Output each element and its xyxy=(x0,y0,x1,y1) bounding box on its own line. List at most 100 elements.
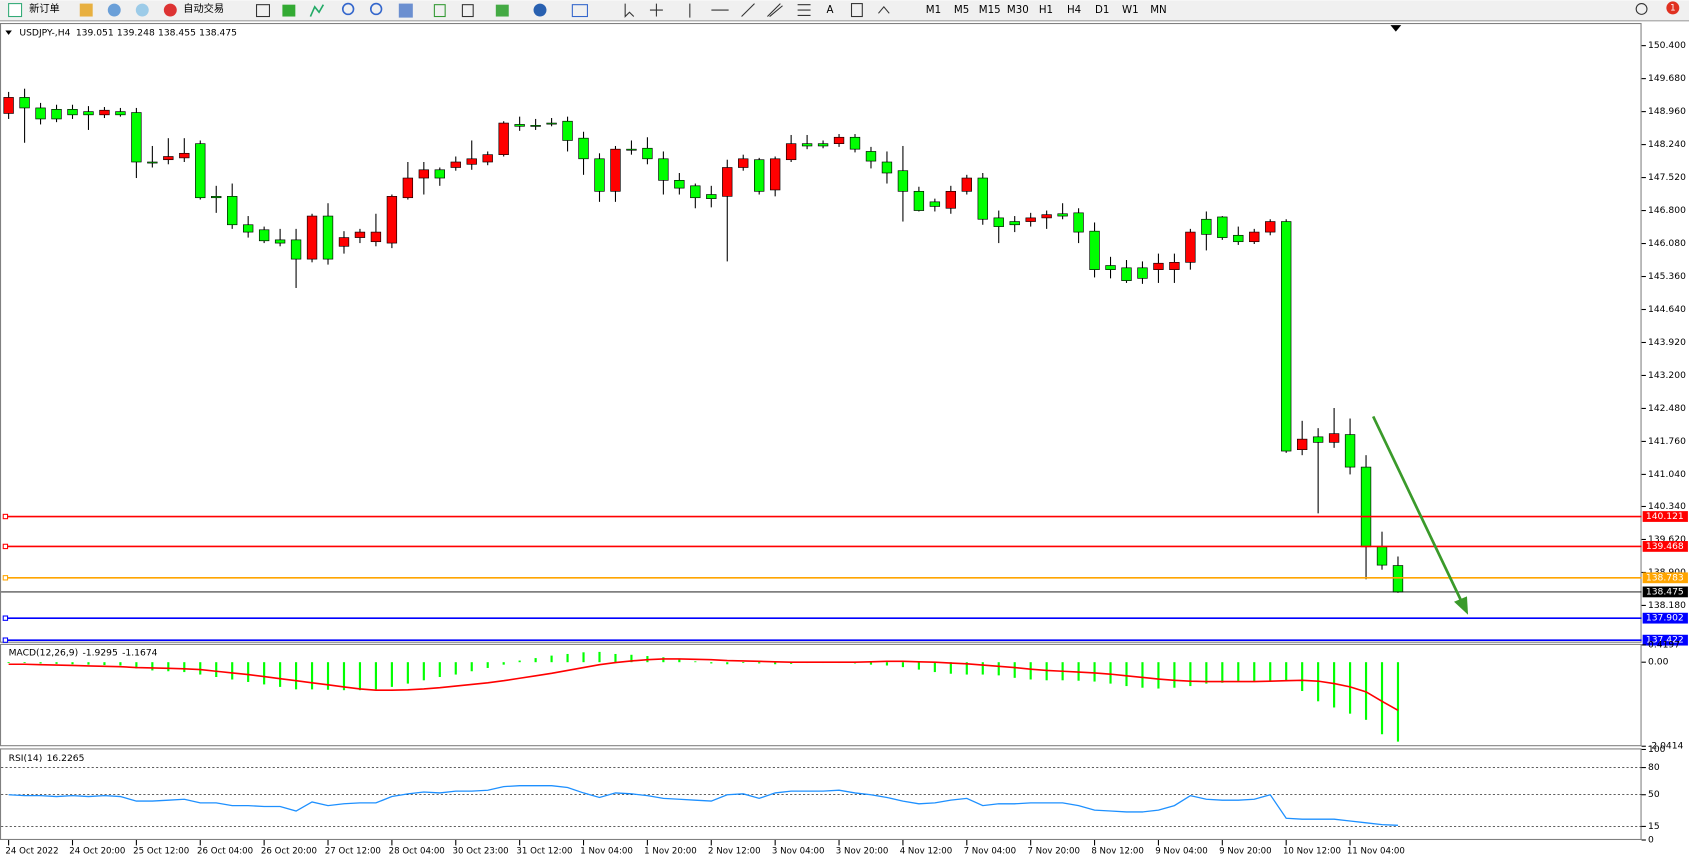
macd-bar xyxy=(1205,662,1208,684)
y-tick-label: 139.620 xyxy=(1648,534,1686,545)
new-order-icon[interactable] xyxy=(8,3,23,18)
y-tick-label: 144.640 xyxy=(1648,304,1686,315)
trend-arrow-head xyxy=(1454,596,1469,615)
macd-bar xyxy=(294,662,298,690)
notification-badge[interactable] xyxy=(1666,1,1680,15)
candle-body xyxy=(1185,231,1196,263)
fibo-icon[interactable] xyxy=(797,4,811,16)
text-tool[interactable]: A xyxy=(826,5,833,16)
timeframe-button[interactable]: MN xyxy=(1150,5,1166,16)
zoom-in-icon[interactable] xyxy=(341,2,355,16)
candle-body xyxy=(1376,546,1388,566)
macd-bar xyxy=(119,662,122,666)
macd-bar xyxy=(1045,662,1048,681)
tool-icon[interactable] xyxy=(255,4,271,18)
tool-icon[interactable] xyxy=(571,4,588,18)
open-value: 139.051 xyxy=(76,27,114,38)
timeframe-button[interactable]: H4 xyxy=(1067,5,1081,16)
macd-bar xyxy=(790,662,793,664)
macd-bar xyxy=(1029,662,1032,680)
candle-body xyxy=(131,112,142,163)
macd-bar xyxy=(566,653,569,663)
macd-bar xyxy=(758,662,761,664)
y-tick-label: 0.4197 xyxy=(1648,639,1680,650)
rsi-header: RSI(14) 16.2265 xyxy=(9,753,85,764)
y-tick-label: 150.400 xyxy=(1648,40,1686,51)
x-tick-label: 1 Nov 04:00 xyxy=(580,846,633,856)
macd-bar xyxy=(406,662,409,684)
cursor-icon[interactable] xyxy=(624,3,635,18)
macd-bar xyxy=(694,661,697,663)
macd-bar xyxy=(885,662,889,666)
candle-body xyxy=(690,185,701,199)
y-tick-label: 50 xyxy=(1648,789,1660,800)
macd-bar xyxy=(199,662,202,675)
x-tick-label: 10 Nov 12:00 xyxy=(1283,846,1341,856)
macd-bar xyxy=(1013,662,1016,678)
tool-icon[interactable] xyxy=(398,3,413,18)
header-marker xyxy=(5,30,12,35)
candle-body xyxy=(227,196,238,226)
rsi-line xyxy=(8,785,1399,826)
level-label-box xyxy=(1642,511,1688,522)
trendline-icon[interactable] xyxy=(741,3,755,17)
tool-icon[interactable] xyxy=(135,3,149,17)
candle-body xyxy=(1153,262,1164,270)
macd-bar xyxy=(598,651,601,663)
arrow-icon[interactable] xyxy=(878,5,890,14)
macd-bar xyxy=(23,662,26,664)
auto-trading-icon[interactable] xyxy=(163,3,177,17)
candle-body xyxy=(785,143,797,161)
candle-body xyxy=(35,107,46,120)
candle-body xyxy=(1233,234,1244,243)
timeframe-button[interactable]: M15 xyxy=(979,5,1001,16)
timeframe-button[interactable]: M30 xyxy=(1007,5,1029,16)
tool-icon[interactable] xyxy=(433,4,446,18)
tool-icon[interactable] xyxy=(533,3,547,17)
macd-bar xyxy=(454,662,457,675)
timeframe-button[interactable]: M1 xyxy=(926,5,941,16)
candle-body xyxy=(817,143,829,147)
candle-body xyxy=(1265,221,1276,233)
tool-icon[interactable] xyxy=(282,4,296,17)
candle-body xyxy=(258,229,270,242)
macd-bar xyxy=(1141,662,1144,688)
new-order-button[interactable]: 新订单 xyxy=(29,2,60,15)
tool-icon[interactable] xyxy=(461,4,474,18)
y-tick-label: 147.520 xyxy=(1648,172,1686,183)
zoom-out-icon[interactable] xyxy=(369,2,383,16)
x-tick-label: 4 Nov 12:00 xyxy=(900,846,953,856)
timeframe-button[interactable]: W1 xyxy=(1122,5,1139,16)
candle-body xyxy=(163,156,174,161)
candle-body xyxy=(594,158,605,192)
auto-trading-button[interactable]: 自动交易 xyxy=(183,2,224,15)
crosshair-icon[interactable] xyxy=(649,3,663,17)
tool-icon[interactable] xyxy=(107,3,121,17)
candle-body xyxy=(274,239,286,244)
candle-body xyxy=(1121,267,1132,281)
label-icon[interactable] xyxy=(850,3,863,18)
macd-bar xyxy=(550,655,553,663)
tool-icon[interactable] xyxy=(309,4,325,17)
x-tick-label: 1 Nov 20:00 xyxy=(644,846,697,856)
y-tick-label: 100 xyxy=(1648,744,1666,755)
tool-icon[interactable] xyxy=(79,3,93,17)
tool-icon[interactable] xyxy=(495,4,509,17)
timeframe-button[interactable]: H1 xyxy=(1039,5,1053,16)
macd-bar xyxy=(662,657,665,663)
macd-histogram-value: -1.9295 xyxy=(82,647,118,658)
candle-body xyxy=(754,159,765,192)
candle-body xyxy=(530,125,541,127)
macd-bar xyxy=(1125,662,1128,687)
macd-bar xyxy=(582,652,585,663)
timeframe-button[interactable]: M5 xyxy=(954,5,969,16)
search-icon[interactable] xyxy=(1635,3,1648,15)
timeframe-button[interactable]: D1 xyxy=(1095,5,1109,16)
candle-body xyxy=(498,122,509,155)
channel-icon[interactable] xyxy=(767,3,783,17)
candle-body xyxy=(514,124,525,127)
y-tick-label: 138.180 xyxy=(1648,600,1686,611)
candle-body xyxy=(833,136,845,144)
candle-body xyxy=(99,109,110,116)
